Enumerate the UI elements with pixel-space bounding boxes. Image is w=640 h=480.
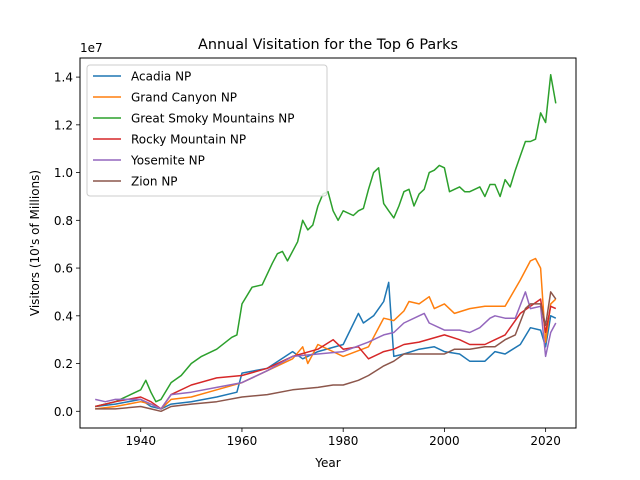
series-line-4 — [95, 298, 557, 410]
series-line-5 — [95, 291, 557, 410]
series-line-3 — [95, 73, 557, 408]
y-tick-label: 1.2 — [54, 118, 73, 132]
y-axis-label: Visitors (10's of Millions) — [28, 170, 42, 316]
legend-label: Zion NP — [131, 175, 178, 189]
legend-label: Yosemite NP — [130, 154, 205, 168]
legend-label: Grand Canyon NP — [131, 91, 237, 105]
y-tick-label: 0.4 — [54, 309, 73, 323]
series-line-2 — [95, 257, 557, 410]
x-tick-label: 2020 — [530, 434, 561, 448]
x-tick-label: 1960 — [227, 434, 258, 448]
x-tick-label: 1940 — [125, 434, 156, 448]
plot-frame — [79, 57, 577, 429]
chart-title: Annual Visitation for the Top 6 Parks — [198, 37, 458, 53]
series-lines — [95, 73, 557, 413]
series-line-1 — [95, 281, 557, 410]
legend-box — [86, 64, 328, 197]
x-tick-label: 1980 — [328, 434, 359, 448]
y-tick-label: 0.0 — [54, 405, 73, 419]
y-axis-ticks: 0.0 0.2 0.4 0.6 0.8 1.0 1.2 1.4 — [54, 71, 80, 419]
y-tick-label: 0.6 — [54, 262, 73, 276]
y-tick-label: 0.2 — [54, 357, 73, 371]
legend-label: Acadia NP — [131, 70, 191, 84]
legend-label: Great Smoky Mountains NP — [131, 112, 295, 126]
legend-label: Rocky Mountain NP — [131, 133, 246, 147]
x-tick-label: 2000 — [429, 434, 460, 448]
series-line-6 — [95, 291, 557, 413]
x-axis-ticks: 1940 1960 1980 2000 2020 — [125, 428, 561, 448]
y-tick-label: 1.4 — [54, 71, 73, 85]
y-tick-label: 1.0 — [54, 166, 73, 180]
legend: Acadia NP Grand Canyon NP Great Smoky Moun… — [86, 64, 328, 197]
x-axis-label: Year — [314, 456, 340, 470]
y-tick-label: 0.8 — [54, 214, 73, 228]
y-offset-label: 1e7 — [80, 41, 103, 55]
